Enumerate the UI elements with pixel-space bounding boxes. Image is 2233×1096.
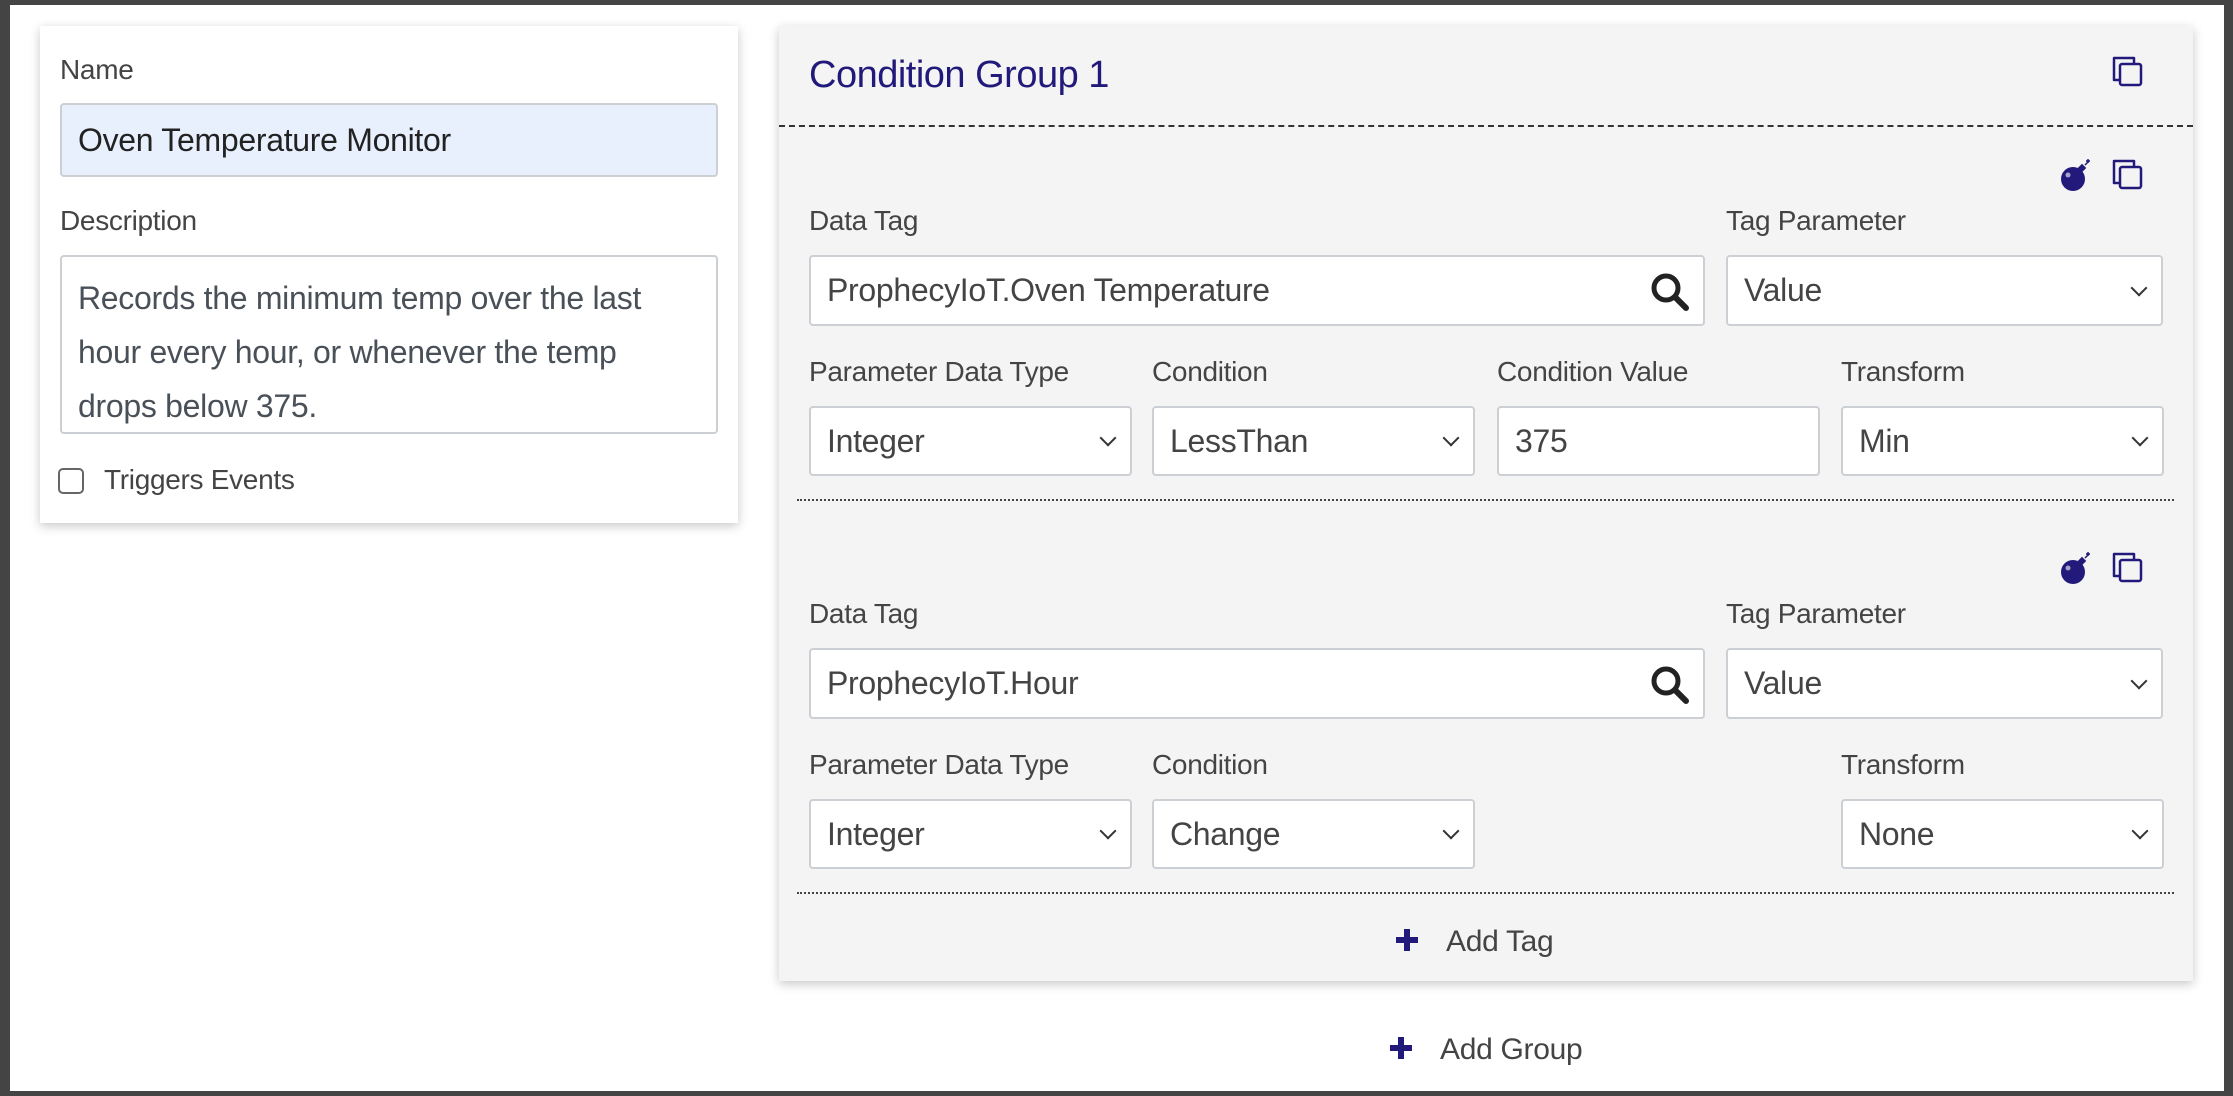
transform-value: None xyxy=(1859,815,1935,852)
tag-parameter-label: Tag Parameter xyxy=(1726,205,1906,236)
tag-divider xyxy=(797,499,2174,501)
search-icon[interactable] xyxy=(1649,271,1691,313)
plus-icon xyxy=(1388,1035,1414,1061)
bomb-icon[interactable] xyxy=(2059,550,2095,586)
triggers-events-checkbox[interactable] xyxy=(58,468,84,494)
condition-label: Condition xyxy=(1152,356,1268,387)
name-label: Name xyxy=(60,54,134,85)
transform-label: Transform xyxy=(1841,356,1965,387)
tag-parameter-value: Value xyxy=(1744,665,1822,701)
parameter-data-type-select[interactable]: Integer xyxy=(809,406,1132,476)
add-group-label: Add Group xyxy=(1440,1033,1583,1066)
transform-label: Transform xyxy=(1841,749,1965,780)
transform-value: Min xyxy=(1859,422,1910,459)
data-tag-label: Data Tag xyxy=(809,598,919,629)
data-tag-value: ProphecyIoT.Oven Temperature xyxy=(827,272,1270,308)
condition-value: Change xyxy=(1170,815,1281,852)
tag-parameter-label: Tag Parameter xyxy=(1726,598,1906,629)
parameter-data-type-label: Parameter Data Type xyxy=(809,749,1069,780)
tag-parameter-select[interactable]: Value xyxy=(1726,648,2163,719)
copy-group-icon[interactable] xyxy=(2110,54,2144,88)
plus-icon xyxy=(1394,927,1420,953)
description-textarea[interactable]: Records the minimum temp over the last h… xyxy=(60,255,718,434)
bomb-icon[interactable] xyxy=(2059,157,2095,193)
condition-value-input[interactable]: 375 xyxy=(1497,406,1820,476)
condition-value-label: Condition Value xyxy=(1497,356,1689,387)
parameter-data-type-select[interactable]: Integer xyxy=(809,799,1132,869)
condition-select[interactable]: LessThan xyxy=(1152,406,1475,476)
data-tag-input[interactable]: ProphecyIoT.Hour xyxy=(809,648,1705,719)
group-divider xyxy=(779,125,2193,127)
tag-parameter-select[interactable]: Value xyxy=(1726,255,2163,326)
search-icon[interactable] xyxy=(1649,664,1691,706)
data-tag-value: ProphecyIoT.Hour xyxy=(827,665,1079,701)
tag-parameter-value: Value xyxy=(1744,272,1822,308)
data-tag-input[interactable]: ProphecyIoT.Oven Temperature xyxy=(809,255,1705,326)
condition-value-value: 375 xyxy=(1515,422,1568,459)
transform-select[interactable]: Min xyxy=(1841,406,2164,476)
name-input[interactable]: Oven Temperature Monitor xyxy=(60,103,718,177)
group-title: Condition Group 1 xyxy=(809,54,1109,96)
parameter-data-type-label: Parameter Data Type xyxy=(809,356,1069,387)
tag-divider xyxy=(797,892,2174,894)
parameter-data-type-value: Integer xyxy=(827,422,925,459)
data-tag-label: Data Tag xyxy=(809,205,919,236)
condition-select[interactable]: Change xyxy=(1152,799,1475,869)
add-tag-label: Add Tag xyxy=(1446,925,1554,958)
copy-tag-icon[interactable] xyxy=(2110,157,2144,191)
copy-tag-icon[interactable] xyxy=(2110,550,2144,584)
triggers-events-label: Triggers Events xyxy=(104,464,295,495)
parameter-data-type-value: Integer xyxy=(827,815,925,852)
condition-value: LessThan xyxy=(1170,422,1309,459)
description-label: Description xyxy=(60,205,197,236)
condition-label: Condition xyxy=(1152,749,1268,780)
transform-select[interactable]: None xyxy=(1841,799,2164,869)
